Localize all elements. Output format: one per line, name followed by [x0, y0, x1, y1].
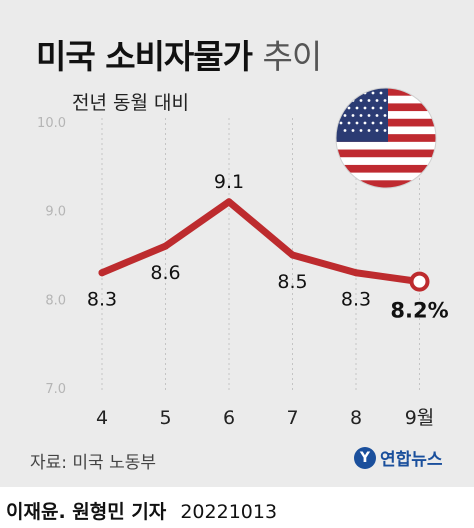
x-tick-label: 7: [286, 407, 298, 429]
x-tick-label: 6: [223, 407, 235, 429]
yonhap-logo-mark: Y: [354, 446, 376, 469]
yonhap-logo-text: 연합뉴스: [380, 450, 443, 470]
infographic-card: 미국 소비자물가 추이 전년 동월 대비 7.0 8.0 9.0 10.0 8.3 8.…: [0, 0, 474, 487]
chart-subtitle: 전년 동월 대비: [72, 92, 189, 114]
y-tick-label: 8.0: [45, 293, 66, 308]
data-label: 8.3: [87, 289, 117, 311]
us-flag-icon: [335, 87, 437, 189]
latest-point-marker: [409, 271, 430, 292]
data-label: 8.6: [150, 262, 180, 284]
credit-footer: 이재윤. 원형민 기자 20221013: [6, 497, 277, 524]
x-tick-label: 4: [96, 407, 108, 429]
data-point: [162, 242, 169, 250]
cpi-series-line: [98, 198, 423, 286]
data-point: [98, 269, 106, 277]
title-main: 미국 소비자물가: [36, 37, 253, 76]
source-note: 자료: 미국 노동부: [30, 453, 157, 473]
data-label: 8.5: [277, 271, 307, 293]
x-tick-label: 5: [159, 407, 171, 429]
yonhap-logo: Y 연합뉴스: [354, 445, 443, 470]
data-label: 8.3: [341, 289, 371, 311]
data-point: [352, 269, 360, 277]
cpi-line-chart: 7.0 8.0 9.0 10.0 8.3 8.6 9.1 8.5 8.3 8.2% 4 5 6 7 8 9…: [37, 87, 449, 429]
page-title: 미국 소비자물가 추이: [36, 30, 323, 78]
data-label: 9.1: [214, 171, 244, 193]
data-point: [289, 251, 296, 259]
y-tick-label: 7.0: [45, 382, 66, 397]
publish-date: 20221013: [180, 501, 278, 523]
y-tick-label: 10.0: [37, 116, 66, 131]
y-tick-label: 9.0: [45, 205, 66, 220]
x-tick-label: 9월: [405, 407, 435, 429]
x-tick-label: 8: [350, 407, 362, 429]
byline: 이재윤. 원형민 기자: [6, 501, 167, 523]
title-light: 추이: [262, 37, 323, 76]
data-point: [225, 198, 233, 206]
data-label: 8.2%: [390, 299, 448, 323]
